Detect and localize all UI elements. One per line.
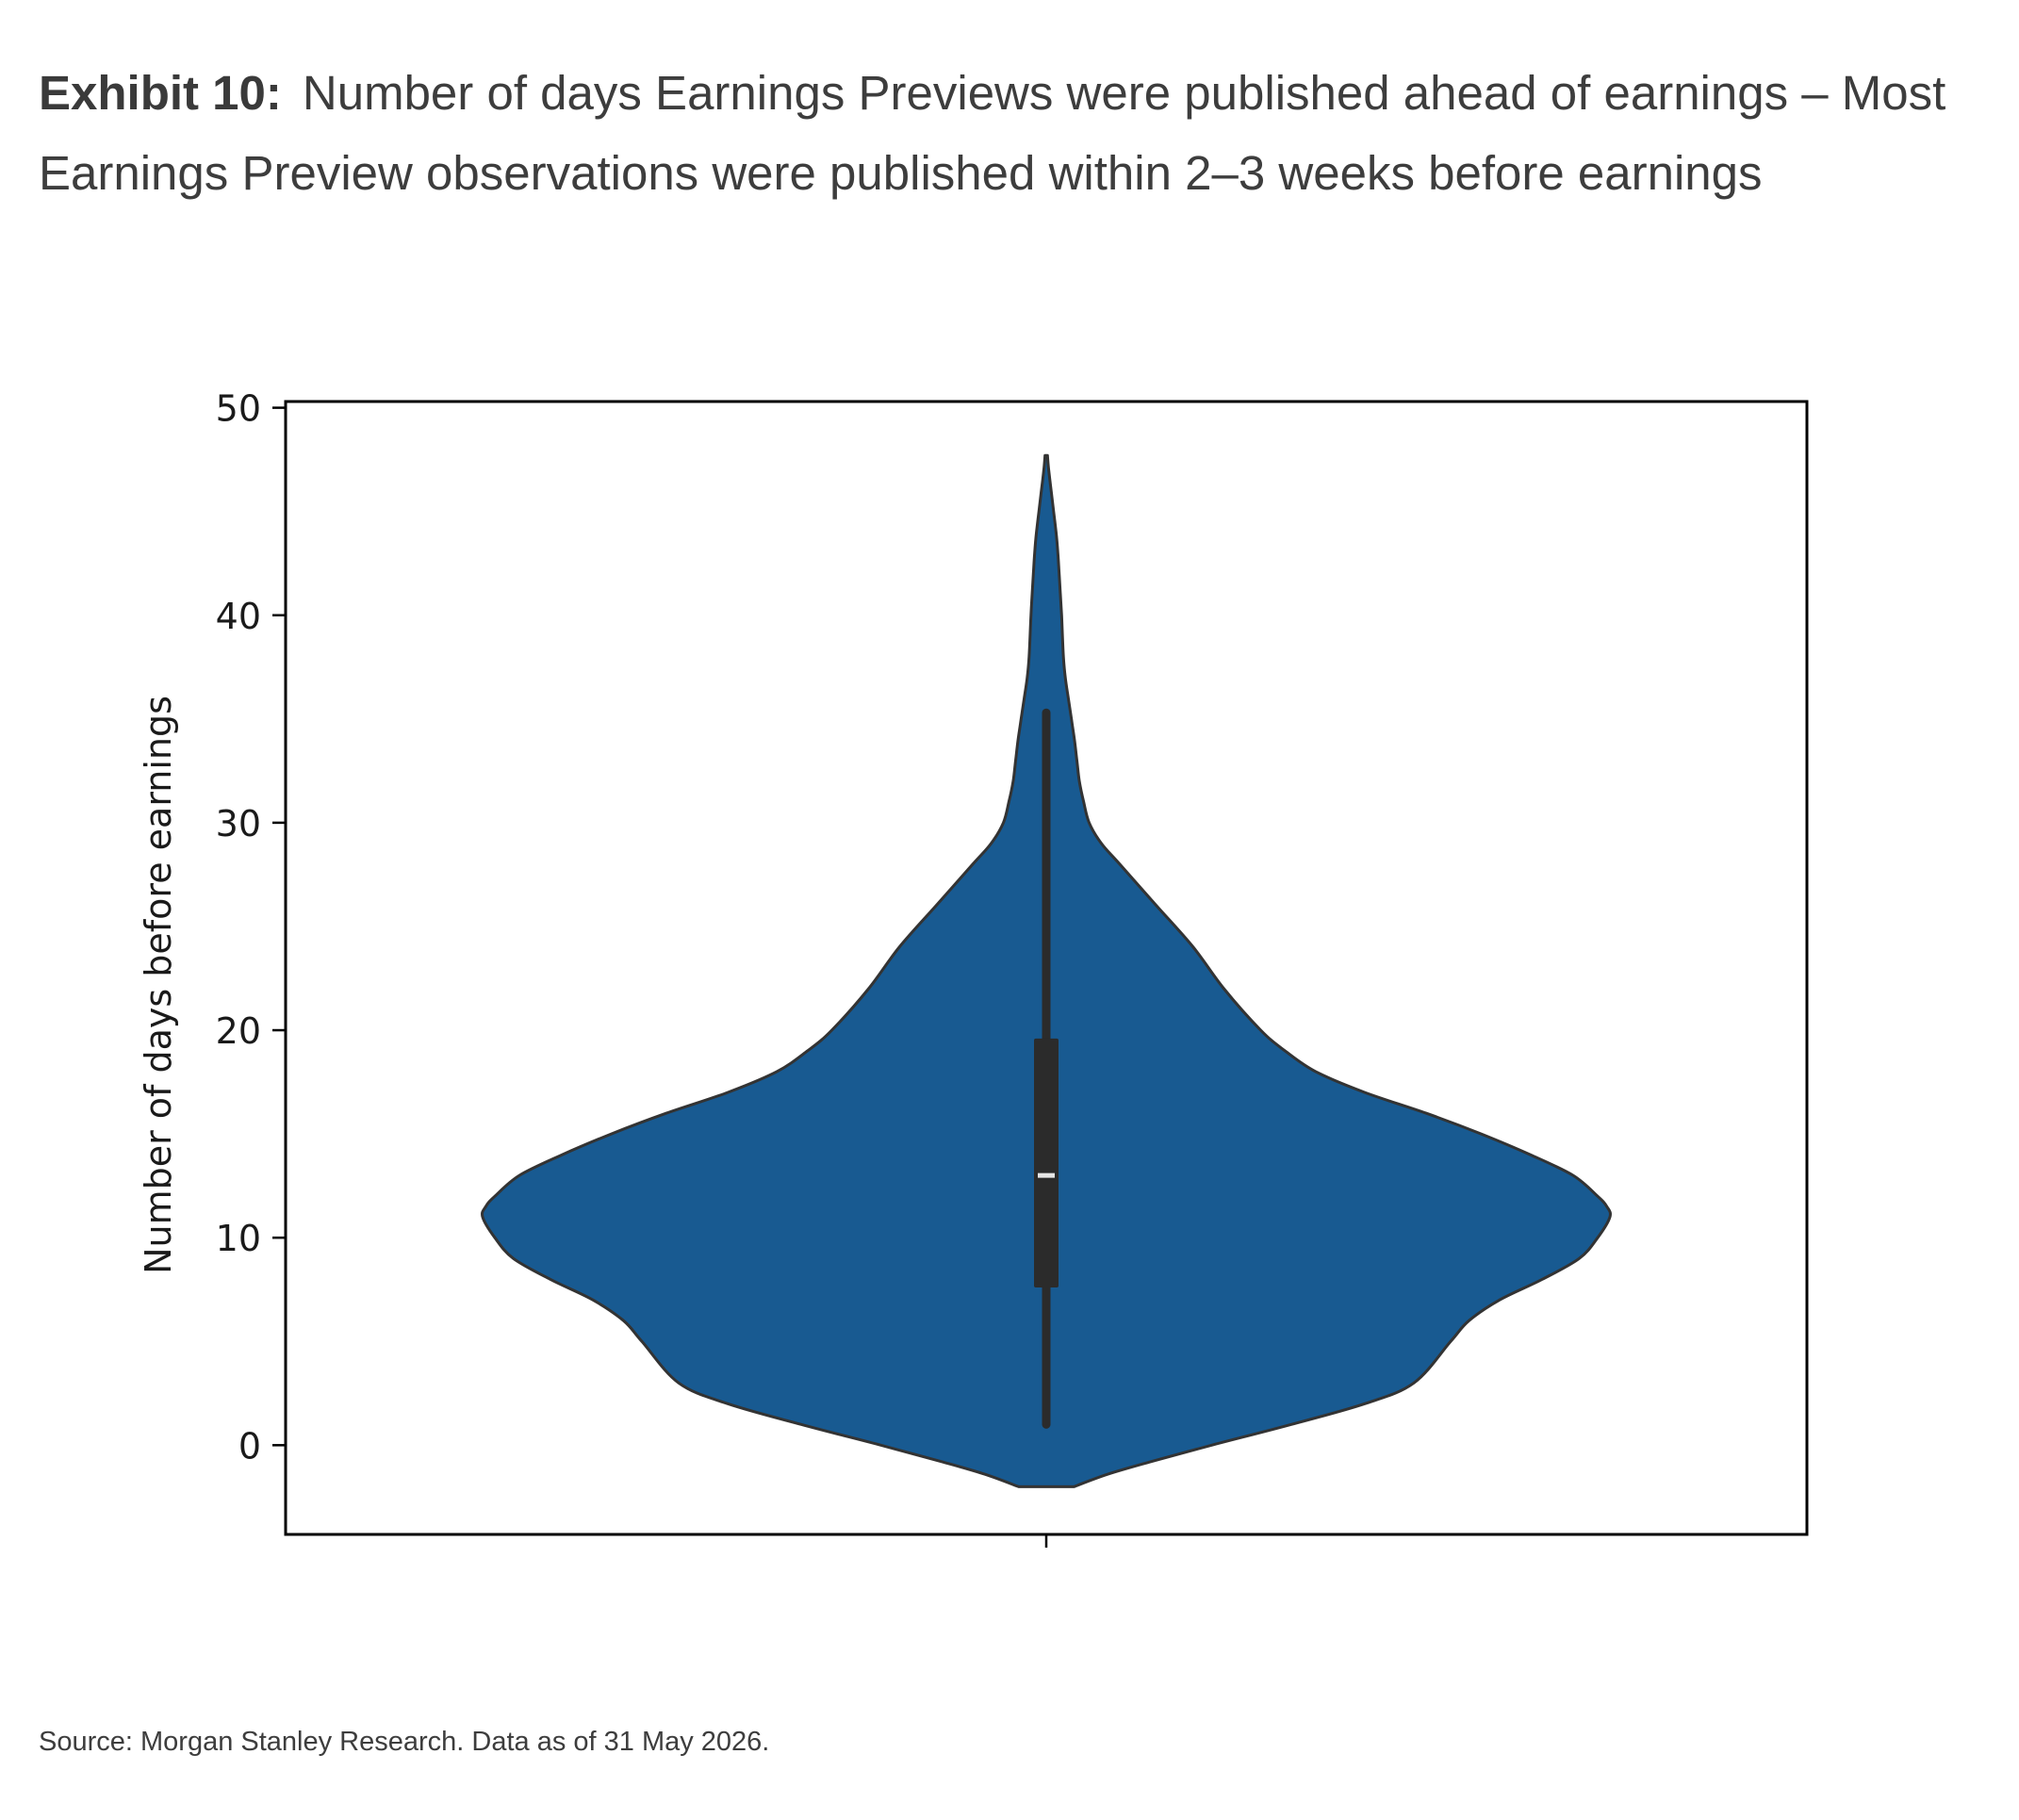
axes: 0 10 20 30 40 50 Number of days before earning… [138, 388, 1809, 1548]
source-note: Source: Morgan Stanley Research. Data as… [39, 1727, 770, 1757]
y-tick-label: 40 [216, 596, 261, 637]
exhibit-title: Exhibit 10: Number of days Earnings Previ… [39, 53, 1980, 213]
exhibit-label: Exhibit 10: [39, 66, 282, 120]
y-tick-label: 50 [216, 388, 261, 430]
y-tick-label: 20 [216, 1010, 261, 1052]
y-tick-label: 30 [216, 803, 261, 844]
exhibit-title-text: Number of days Earnings Previews were pu… [39, 66, 1946, 200]
y-tick-label: 10 [216, 1218, 261, 1259]
iqr-box [1034, 1038, 1059, 1288]
y-tick-label: 0 [238, 1425, 261, 1467]
y-axis-label: Number of days before earnings [138, 696, 179, 1274]
plot-area [481, 453, 1612, 1488]
